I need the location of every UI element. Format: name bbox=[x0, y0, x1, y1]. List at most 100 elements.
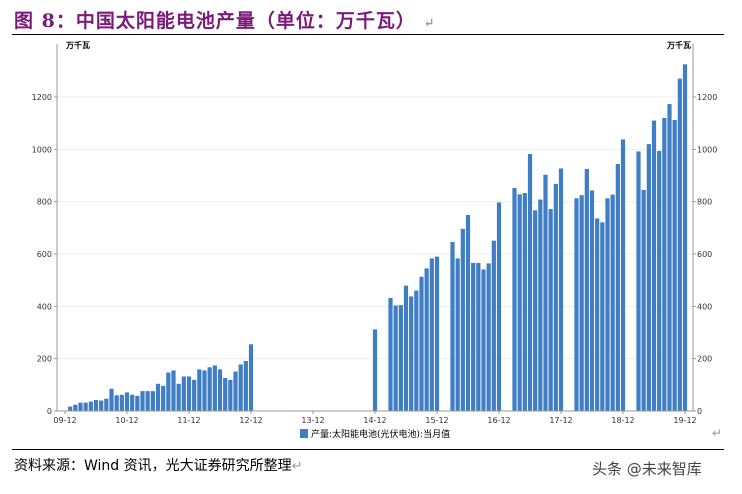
y-tick-label-left: 200 bbox=[37, 355, 52, 364]
bar bbox=[243, 361, 248, 411]
bar bbox=[677, 78, 682, 411]
y-tick-label-left: 1200 bbox=[32, 93, 52, 102]
bar bbox=[512, 188, 517, 411]
bar bbox=[522, 193, 527, 411]
bar bbox=[476, 262, 481, 411]
bar bbox=[186, 376, 192, 411]
bar bbox=[584, 168, 589, 411]
y-tick-label-right: 0 bbox=[697, 407, 702, 416]
bar bbox=[124, 392, 130, 411]
bar bbox=[83, 402, 88, 411]
y-tick-label-left: 600 bbox=[37, 250, 52, 259]
bar bbox=[135, 395, 140, 411]
bar bbox=[73, 404, 78, 411]
bar bbox=[589, 190, 595, 411]
bar bbox=[481, 269, 486, 411]
bar bbox=[486, 263, 491, 411]
bar bbox=[636, 151, 641, 411]
bar bbox=[207, 367, 212, 411]
x-tick-label: 19-12 bbox=[673, 416, 696, 425]
y-tick-label-right: 200 bbox=[697, 355, 712, 364]
x-tick-label: 14-12 bbox=[363, 416, 386, 425]
x-tick-label: 11-12 bbox=[177, 416, 200, 425]
bar bbox=[424, 268, 429, 411]
x-tick-label: 10-12 bbox=[115, 416, 138, 425]
bar bbox=[155, 383, 161, 411]
bar bbox=[104, 398, 109, 411]
bar bbox=[553, 183, 558, 411]
bar bbox=[620, 139, 626, 411]
bar bbox=[409, 296, 414, 411]
source-divider bbox=[12, 449, 724, 450]
bar bbox=[212, 365, 217, 411]
bar bbox=[600, 222, 605, 411]
bar bbox=[527, 154, 533, 411]
bar bbox=[465, 215, 471, 411]
bar bbox=[672, 120, 677, 411]
y-tick-label-right: 600 bbox=[697, 250, 712, 259]
figure-title: 图 8：中国太阳能电池产量（单位：万千瓦） ↵ bbox=[14, 6, 435, 33]
return-mark-icon: ↵ bbox=[291, 459, 303, 474]
bar bbox=[88, 401, 93, 411]
source-text: 资料来源：Wind 资讯，光大证券研究所整理 bbox=[14, 458, 292, 474]
bar bbox=[197, 369, 202, 411]
bar bbox=[388, 297, 393, 411]
bar bbox=[579, 195, 584, 411]
bar bbox=[166, 372, 171, 411]
x-tick-label: 18-12 bbox=[611, 416, 634, 425]
bar bbox=[595, 218, 600, 411]
x-tick-label: 13-12 bbox=[301, 416, 324, 425]
bar bbox=[228, 379, 233, 411]
bar bbox=[450, 241, 455, 411]
bar bbox=[610, 194, 615, 411]
bar bbox=[223, 378, 228, 411]
bar bbox=[78, 402, 83, 411]
bar bbox=[233, 371, 238, 411]
bar bbox=[615, 163, 620, 411]
bar bbox=[403, 285, 409, 411]
bar bbox=[471, 262, 476, 411]
bar bbox=[414, 290, 419, 411]
y-tick-label-left: 400 bbox=[37, 302, 52, 311]
bar bbox=[145, 391, 150, 411]
bar bbox=[641, 189, 646, 411]
y-tick-label-left: 800 bbox=[37, 198, 52, 207]
bar bbox=[533, 210, 538, 411]
bar bbox=[548, 208, 553, 411]
bar bbox=[171, 370, 176, 411]
y-tick-label-right: 800 bbox=[697, 198, 712, 207]
x-tick-label: 17-12 bbox=[549, 416, 572, 425]
bar bbox=[202, 370, 207, 411]
y-tick-label-left: 1000 bbox=[32, 145, 52, 154]
bar bbox=[393, 305, 398, 411]
bar bbox=[398, 305, 403, 411]
y-axis-right-unit: 万千瓦 bbox=[666, 40, 691, 50]
bar bbox=[150, 391, 155, 411]
bar bbox=[646, 144, 651, 411]
bar bbox=[558, 168, 564, 411]
watermark: 头条 @未来智库 bbox=[592, 460, 702, 478]
y-tick-label-right: 1000 bbox=[697, 145, 717, 154]
y-tick-label-left: 0 bbox=[47, 407, 52, 416]
bar bbox=[109, 388, 114, 411]
bar bbox=[657, 150, 662, 412]
x-tick-label: 16-12 bbox=[487, 416, 510, 425]
bar bbox=[68, 406, 73, 411]
bar bbox=[161, 385, 166, 411]
bar bbox=[99, 400, 104, 411]
bar bbox=[372, 329, 378, 411]
bar bbox=[574, 198, 579, 411]
axes: 0 0 200 200 400 400 600 600 800 800 1000 1000 1200 12… bbox=[32, 44, 717, 425]
bar bbox=[192, 379, 197, 411]
bar bbox=[460, 228, 465, 411]
legend-swatch bbox=[300, 429, 308, 438]
y-tick-label-right: 1200 bbox=[697, 93, 717, 102]
x-tick-label: 15-12 bbox=[425, 416, 448, 425]
title-divider bbox=[12, 34, 724, 35]
bar bbox=[176, 383, 181, 411]
figure-title-text: 图 8：中国太阳能电池产量（单位：万千瓦） bbox=[14, 10, 416, 32]
bar bbox=[496, 202, 502, 411]
bar-chart: 0 0 200 200 400 400 600 600 800 800 1000 1000 1200 12… bbox=[32, 40, 722, 440]
bar bbox=[651, 120, 657, 412]
return-mark-icon: ↵ bbox=[423, 16, 436, 31]
